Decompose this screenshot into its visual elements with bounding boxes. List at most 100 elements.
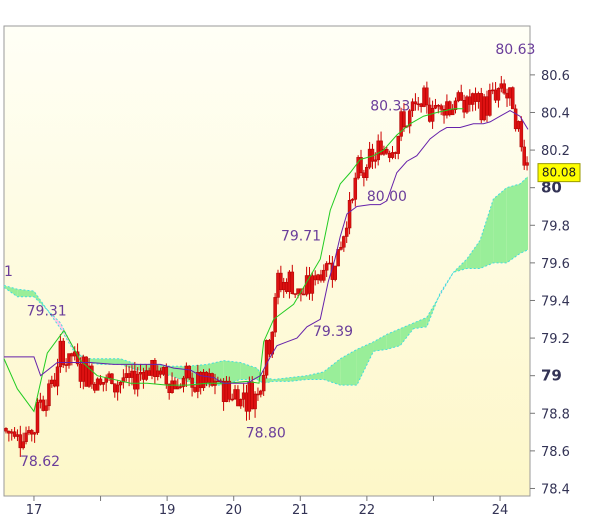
candle-body — [64, 364, 68, 366]
candle-body — [27, 430, 31, 434]
candle-body — [342, 236, 346, 248]
candle-body — [230, 398, 234, 401]
candle-body — [181, 377, 186, 387]
candle-body — [273, 297, 277, 333]
candle-body — [462, 100, 466, 113]
candle-body — [430, 107, 435, 122]
candle-body — [70, 353, 74, 357]
x-tick-label: 17 — [26, 503, 43, 518]
candle-body — [427, 104, 432, 122]
candle-body — [250, 381, 254, 410]
candle-body — [310, 275, 315, 294]
candle-body — [490, 89, 495, 92]
candle-body — [339, 246, 343, 250]
candle-body — [244, 392, 249, 412]
candle-body — [353, 177, 358, 200]
kumo-cloud — [4, 176, 529, 386]
candle-body — [433, 105, 438, 109]
cloud-segment-bullish — [170, 366, 188, 382]
candle-body — [150, 360, 154, 376]
candle-body — [385, 149, 389, 154]
candle-body — [178, 386, 183, 388]
candle-body — [267, 340, 272, 355]
candle-body — [402, 111, 406, 128]
plot-background — [3, 25, 531, 497]
candle-body — [193, 387, 197, 392]
x-tick-label: 20 — [225, 503, 242, 518]
x-tick-label: 21 — [292, 503, 309, 518]
candle-body — [425, 87, 429, 106]
candle-body — [50, 379, 54, 384]
candle-body — [259, 390, 263, 395]
candle-body — [519, 121, 524, 148]
candle-body — [18, 434, 23, 449]
cloud-segment-bearish — [47, 309, 61, 329]
candle-body — [93, 383, 97, 391]
candle-body — [52, 379, 57, 387]
candle-body — [101, 382, 106, 385]
y-axis: 78.4 78.6 78.8 79 79.2 79.4 79.6 79.8 80 80.2 80.4… — [530, 69, 570, 497]
candle-body — [138, 371, 143, 375]
candle-body — [290, 271, 295, 295]
candle-body — [239, 399, 243, 407]
candle-body — [98, 378, 103, 385]
cloud-segment-bullish — [100, 358, 121, 365]
cloud-segment-bullish — [520, 176, 529, 254]
candle-body — [161, 366, 166, 375]
candle-body — [322, 269, 326, 281]
cloud-segment-bullish — [340, 349, 357, 386]
candle-body — [270, 331, 275, 355]
price-annotation: 79.39 — [313, 324, 353, 340]
span-b-line — [3, 249, 529, 386]
candle-body — [170, 380, 174, 393]
candle-body — [233, 389, 237, 400]
candle-body — [476, 93, 481, 102]
candle-body — [496, 88, 501, 101]
candle-body — [336, 249, 340, 267]
candle-body — [327, 262, 332, 265]
y-tick-label: 80.2 — [541, 144, 570, 159]
candle-body — [482, 96, 486, 121]
candle-body — [379, 140, 383, 155]
price-annotation: 78.80 — [246, 426, 286, 442]
candle-body — [176, 386, 180, 390]
candle-body — [493, 89, 498, 101]
candle-body — [155, 370, 160, 377]
y-tick-label: 79.6 — [541, 257, 570, 272]
candle-body — [505, 92, 509, 99]
candle-body — [410, 101, 415, 112]
cloud-segment-bullish — [506, 183, 521, 263]
candle-body — [367, 148, 372, 168]
cloud-segment-bullish — [466, 240, 481, 269]
candle-body — [204, 371, 209, 383]
cloud-segment-bullish — [4, 285, 18, 297]
candle-body — [470, 93, 475, 105]
y-tick-label: 78.8 — [541, 407, 570, 422]
cloud-segment-bullish — [373, 334, 387, 352]
candle-body — [407, 110, 412, 127]
candle-body — [439, 105, 443, 110]
cloud-segment-bullish — [240, 362, 258, 380]
candle-body — [513, 108, 518, 130]
candle-body — [319, 274, 323, 281]
candle-body — [516, 121, 521, 130]
y-tick-label: 79.8 — [541, 219, 570, 234]
candle-body — [147, 370, 151, 376]
price-annotation: 80.00 — [367, 189, 407, 205]
candle-body — [35, 402, 40, 433]
x-tick-label: 22 — [359, 503, 376, 518]
candle-body — [130, 370, 134, 378]
price-annotation: 79.31 — [27, 304, 67, 320]
x-tick-label: 19 — [159, 503, 176, 518]
candle-body — [488, 89, 492, 116]
candle-body — [256, 393, 260, 396]
candle-body — [241, 392, 246, 400]
candle-body — [281, 281, 286, 291]
candle-body — [396, 136, 400, 154]
candle-body — [284, 281, 289, 292]
candle-body — [115, 384, 120, 393]
candle-body — [465, 96, 469, 113]
last-price-label: 80.08 — [542, 166, 576, 180]
